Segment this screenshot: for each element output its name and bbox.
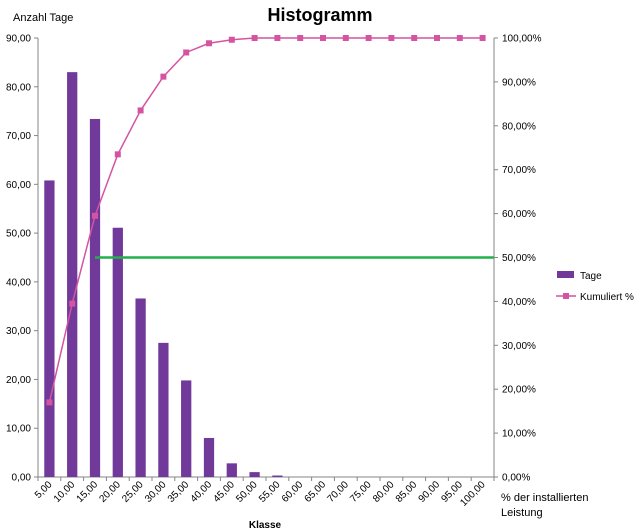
legend-swatch-tage bbox=[557, 271, 574, 278]
x-tick-label: 50,00 bbox=[234, 479, 260, 505]
left-tick-label: 40,00 bbox=[6, 277, 31, 288]
cumulative-point bbox=[456, 35, 463, 41]
cumulative-point bbox=[114, 151, 121, 158]
bar-tage bbox=[135, 298, 146, 477]
left-tick-label: 50,00 bbox=[6, 229, 31, 240]
bar-tage bbox=[158, 342, 169, 477]
x-tick-label: 70,00 bbox=[325, 479, 351, 505]
x-tick-label: 45,00 bbox=[211, 479, 237, 505]
x-tick-label: 80,00 bbox=[371, 479, 397, 505]
cumulative-line bbox=[48, 37, 483, 403]
x-tick-label: 90,00 bbox=[417, 479, 443, 505]
cumulative-point bbox=[251, 35, 258, 41]
left-axis-title: Anzahl Tage bbox=[13, 12, 73, 24]
right-tick-label: 80,00% bbox=[502, 121, 536, 132]
x-tick-label: 65,00 bbox=[303, 479, 329, 505]
left-tick-label: 70,00 bbox=[6, 131, 31, 142]
left-tick-label: 80,00 bbox=[6, 82, 31, 93]
cumulative-point bbox=[388, 35, 395, 41]
bar-tage bbox=[89, 118, 101, 478]
left-tick-label: 60,00 bbox=[6, 180, 31, 191]
cumulative-point bbox=[297, 35, 304, 41]
x-tick-label: 40,00 bbox=[189, 479, 215, 505]
cumulative-point bbox=[69, 300, 76, 307]
x-tick-label: 55,00 bbox=[257, 479, 283, 505]
x-axis-title: Klasse bbox=[249, 520, 282, 531]
cumulative-point bbox=[434, 35, 440, 41]
right-tick-label: 10,00% bbox=[502, 429, 536, 440]
bar-tage bbox=[112, 227, 123, 477]
cumulative-point bbox=[46, 399, 53, 406]
plot-area: 0,00 10,00 20,00 30,00 40,00 50,00 60,00 70,00 8… bbox=[6, 34, 542, 509]
bar-tage bbox=[44, 180, 55, 478]
bar-tage bbox=[272, 475, 283, 477]
legend-label-kumuliert: Kumuliert % bbox=[580, 292, 634, 303]
x-tick-label: 10,00 bbox=[52, 479, 78, 505]
right-axis-title: % der installierten Leistung bbox=[501, 492, 592, 519]
bar-tage bbox=[226, 463, 237, 477]
left-tick-label: 10,00 bbox=[6, 424, 31, 435]
right-tick-label: 90,00% bbox=[502, 77, 536, 88]
x-tick-label: 20,00 bbox=[97, 479, 123, 505]
right-tick-label: 30,00% bbox=[502, 341, 536, 352]
left-tick-label: 0,00 bbox=[12, 473, 32, 484]
bar-tage bbox=[203, 437, 215, 477]
right-tick-label: 20,00% bbox=[502, 385, 536, 396]
right-tick-label: 70,00% bbox=[502, 165, 536, 176]
cumulative-point bbox=[92, 212, 98, 219]
left-tick-label: 20,00 bbox=[6, 375, 31, 386]
right-tick-label: 60,00% bbox=[502, 209, 536, 220]
cumulative-point bbox=[183, 49, 190, 56]
cumulative-point bbox=[411, 35, 418, 41]
right-tick-label: 100,00% bbox=[502, 34, 542, 45]
cumulative-point bbox=[365, 35, 372, 41]
x-tick-label: 35,00 bbox=[166, 479, 192, 505]
bar-tage bbox=[249, 472, 260, 477]
cumulative-point bbox=[206, 40, 212, 47]
legend-label-tage: Tage bbox=[580, 271, 602, 282]
legend-marker-kumuliert bbox=[563, 293, 569, 299]
cumulative-point bbox=[342, 35, 349, 41]
cumulative-point bbox=[228, 36, 235, 43]
cumulative-point bbox=[137, 107, 144, 114]
right-tick-label: 50,00% bbox=[502, 253, 536, 264]
cumulative-point bbox=[160, 73, 167, 80]
cumulative-point bbox=[320, 35, 326, 41]
left-tick-label: 90,00 bbox=[6, 34, 31, 45]
x-tick-label: 85,00 bbox=[394, 479, 420, 505]
x-tick-label: 60,00 bbox=[280, 479, 306, 505]
x-tick-label: 15,00 bbox=[75, 479, 101, 505]
legend: Tage Kumuliert % bbox=[556, 271, 634, 303]
x-tick-label: 75,00 bbox=[348, 479, 374, 505]
bar-tage bbox=[67, 72, 78, 478]
right-tick-label: 40,00% bbox=[502, 297, 536, 308]
x-tick-label: 25,00 bbox=[120, 479, 146, 505]
x-tick-label: 30,00 bbox=[143, 479, 169, 505]
left-tick-label: 30,00 bbox=[6, 326, 31, 337]
cumulative-point bbox=[274, 35, 281, 41]
bar-tage bbox=[181, 380, 192, 477]
cumulative-point bbox=[479, 35, 486, 41]
chart-title: Histogramm bbox=[267, 5, 372, 25]
right-tick-label: 0,00% bbox=[502, 473, 530, 484]
x-tick-label: 100,00 bbox=[458, 479, 488, 509]
